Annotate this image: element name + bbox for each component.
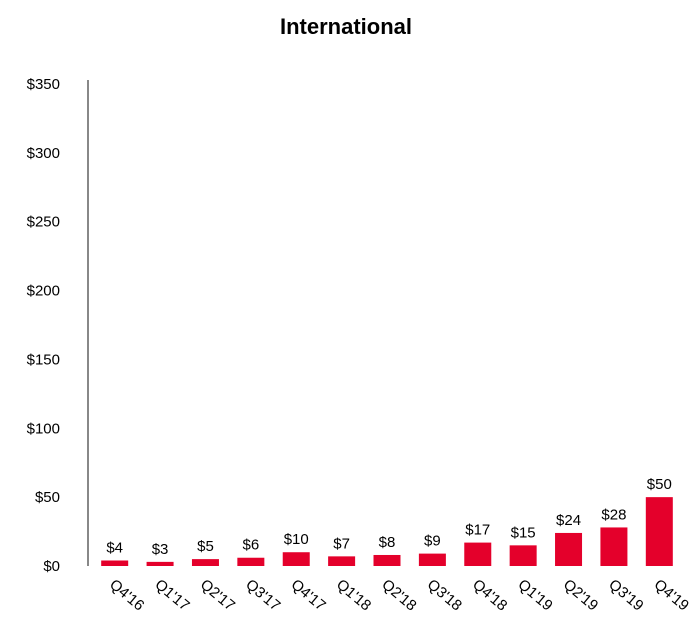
bar [282, 552, 310, 566]
data-label: $3 [152, 541, 169, 558]
bar [191, 559, 219, 566]
bar [464, 542, 492, 566]
x-tick-label: Q1'18 [333, 576, 374, 614]
y-tick-label: $350 [27, 76, 60, 93]
y-tick-label: $100 [27, 420, 60, 437]
y-tick-label: $0 [43, 558, 60, 575]
x-tick-label: Q4'18 [469, 576, 510, 614]
x-tick-label: Q1'17 [152, 576, 193, 614]
x-tick-label: Q2'17 [197, 576, 238, 614]
data-label: $6 [243, 537, 260, 554]
bar [237, 557, 265, 566]
bar [328, 556, 356, 566]
data-label: $8 [379, 534, 396, 551]
data-label: $17 [465, 522, 490, 539]
bar [555, 532, 583, 566]
data-label: $10 [284, 531, 309, 548]
x-tick-label: Q1'19 [515, 576, 556, 614]
bar [373, 554, 401, 566]
y-tick-label: $150 [27, 351, 60, 368]
x-tick-label: Q3'19 [605, 576, 646, 614]
data-label: $9 [424, 533, 441, 550]
data-label: $4 [106, 539, 123, 556]
x-tick-label: Q2'19 [560, 576, 601, 614]
x-tick-label: Q3'18 [424, 576, 465, 614]
bar [600, 527, 628, 566]
data-label: $5 [197, 538, 214, 555]
data-label: $28 [601, 506, 626, 523]
data-label: $7 [333, 535, 350, 552]
bar [645, 497, 673, 566]
x-tick-label: Q2'18 [378, 576, 419, 614]
x-tick-label: Q3'17 [242, 576, 283, 614]
data-label: $24 [556, 512, 581, 529]
x-tick-label: Q4'17 [288, 576, 329, 614]
data-label: $15 [511, 524, 536, 541]
y-tick-label: $300 [27, 145, 60, 162]
x-tick-label: Q4'19 [651, 576, 692, 614]
x-tick-label: Q4'16 [106, 576, 147, 614]
y-tick-label: $50 [35, 489, 60, 506]
data-label: $50 [647, 476, 672, 493]
bar [418, 553, 446, 566]
bar [146, 561, 174, 566]
bar [101, 560, 129, 566]
y-tick-label: $200 [27, 283, 60, 300]
chart-title: International [279, 14, 412, 39]
y-tick-label: $250 [27, 214, 60, 231]
bar [509, 545, 537, 566]
